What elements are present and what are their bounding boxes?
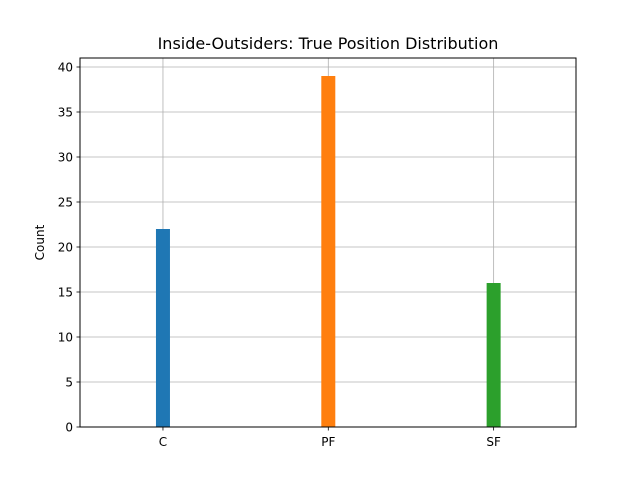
y-tick-label: 5 bbox=[65, 376, 73, 390]
y-tick-label: 25 bbox=[58, 196, 73, 210]
y-tick-label: 10 bbox=[58, 331, 73, 345]
x-tick-label: C bbox=[159, 435, 167, 449]
bar-pf bbox=[321, 76, 336, 427]
bars bbox=[155, 76, 501, 427]
bar-sf bbox=[486, 283, 501, 427]
x-tick-label: SF bbox=[486, 435, 501, 449]
y-tick-label: 15 bbox=[58, 286, 73, 300]
chart-title: Inside-Outsiders: True Position Distribu… bbox=[158, 34, 499, 53]
y-tick-label: 0 bbox=[65, 421, 73, 435]
y-axis-label: Count bbox=[33, 224, 47, 260]
y-tick-label: 20 bbox=[58, 241, 73, 255]
bar-c bbox=[155, 229, 170, 427]
ticks: 0 5 10 15 20 25 30 35 40 C PF SF bbox=[58, 61, 501, 450]
y-tick-label: 35 bbox=[58, 106, 73, 120]
y-tick-label: 30 bbox=[58, 151, 73, 165]
y-tick-label: 40 bbox=[58, 61, 73, 75]
x-tick-label: PF bbox=[321, 435, 335, 449]
